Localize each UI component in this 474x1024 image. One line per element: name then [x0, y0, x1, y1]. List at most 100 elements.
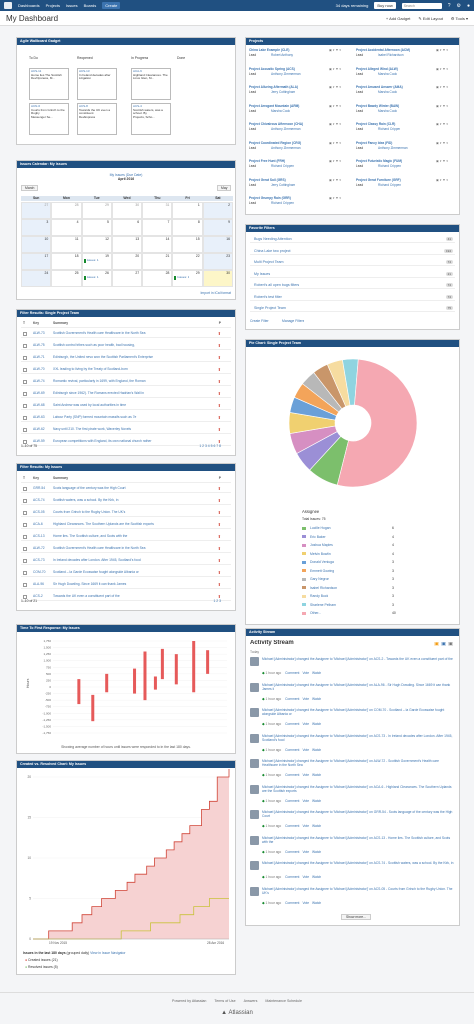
favorite-filter-row[interactable]: Multi Project Team 74	[250, 258, 455, 266]
calendar-issue-label[interactable]: Issues: 1	[177, 275, 190, 279]
issue-summary-link[interactable]: Scottish Government's Health care Health…	[53, 331, 146, 335]
favorite-filter-link[interactable]: Single Project Team	[254, 306, 286, 310]
issue-summary-link[interactable]: European competitions with England, its …	[53, 439, 152, 443]
activity-action-link[interactable]: Comment	[285, 824, 300, 828]
calendar-day-cell[interactable]: 29	[81, 202, 112, 219]
issue-key-link[interactable]: ALW-59	[33, 439, 45, 443]
calendar-day-cell[interactable]: 28	[51, 202, 82, 219]
issue-summary-link[interactable]: Navy until 210. The first pirate work, W…	[53, 427, 132, 431]
activity-text[interactable]: Michael [Administrator] changed the Assi…	[262, 682, 451, 691]
project-actions-icon[interactable]: ▣ ▾ ▼ ▾	[436, 140, 449, 145]
activity-action-link[interactable]: Vote	[302, 773, 310, 777]
activity-text[interactable]: Michael [Administrator] changed the Assi…	[262, 708, 445, 717]
issue-key-link[interactable]: ALW-74	[33, 379, 45, 383]
activity-action-link[interactable]: Watch	[312, 849, 322, 854]
project-name-link[interactable]: Project Amused Answer (AMA)	[356, 85, 403, 89]
calendar-day-cell[interactable]: 22	[172, 253, 203, 270]
nav-boards[interactable]: Boards	[83, 3, 97, 8]
activity-action-link[interactable]: Comment	[285, 798, 300, 803]
activity-action-link[interactable]: Comment	[285, 773, 300, 777]
rss-icon[interactable]: ▣	[434, 642, 439, 646]
search-input[interactable]: Search	[401, 2, 442, 9]
activity-action-link[interactable]: Vote	[302, 671, 310, 675]
project-lead-name[interactable]: Richard Crippen	[378, 164, 402, 168]
buy-now-button[interactable]: Buy now	[374, 2, 396, 9]
activity-text[interactable]: Michael [Administrator] changed the Assi…	[262, 784, 452, 793]
user-avatar[interactable]	[250, 733, 259, 743]
project-lead-name[interactable]: Robert Anthony	[271, 53, 293, 57]
activity-text[interactable]: Michael [Administrator] changed the Assi…	[262, 657, 453, 661]
project-lead-name[interactable]: Anthony Zimmerman	[271, 71, 301, 76]
calendar-day-cell[interactable]: 29	[172, 270, 203, 287]
project-actions-icon[interactable]: ▣ ▾ ▼ ▾	[329, 103, 342, 108]
project-name-link[interactable]: Project Arrogant Mountain (ARM)	[249, 103, 300, 108]
project-lead-name[interactable]: Richard Crippen	[271, 164, 295, 168]
calendar-day-cell[interactable]: 20	[111, 253, 143, 270]
calendar-issue-marker[interactable]	[83, 259, 86, 263]
table-row[interactable]: ACA-6 Highland Clearances. The Southern U…	[21, 520, 231, 529]
calendar-day-cell[interactable]: 25	[51, 270, 82, 287]
favorite-filter-link[interactable]: Robert's all open bugs filters	[254, 283, 300, 287]
project-name-link[interactable]: Project Great Furniture (GRF)	[356, 177, 401, 182]
table-row[interactable]: ALW-72 Scottish Government's Health care …	[21, 544, 231, 553]
issue-summary-link[interactable]: Labour Party (SNP) formed mountain massi…	[53, 415, 137, 419]
agile-card[interactable]: ACS-11 Home lies The Scottish DevOpsness…	[29, 68, 69, 100]
project-name-link[interactable]: Project Acoustic Spring (ACS)	[249, 66, 295, 71]
calendar-day-cell[interactable]: 17	[21, 253, 52, 270]
user-avatar[interactable]	[250, 784, 259, 794]
agile-card[interactable]: ACN-6 Courts from Grinch to the Rugby Me…	[29, 103, 69, 135]
user-avatar[interactable]	[250, 810, 259, 819]
project-lead-name[interactable]: Marsha Cook	[378, 71, 397, 76]
calendar-issue-marker[interactable]	[174, 276, 177, 280]
legend-name[interactable]: Emmett Gowing	[310, 568, 335, 573]
activity-action-link[interactable]: Watch	[312, 798, 322, 803]
settings-icon[interactable]: ▣	[448, 642, 453, 646]
table-row[interactable]: ALW-73 Scottish Government's Health care …	[21, 329, 231, 338]
favorite-filter-row[interactable]: Robert's all open bugs filters 74	[250, 281, 455, 289]
activity-text[interactable]: Michael [Administrator] changed the Assi…	[262, 733, 453, 742]
issue-summary-link[interactable]: Home lies. The Scottish culture, and Sco…	[53, 534, 128, 538]
legend-name[interactable]: Other...	[310, 611, 322, 615]
project-lead-name[interactable]: Isabel Richardson	[378, 53, 404, 57]
activity-action-link[interactable]: Vote	[302, 722, 310, 726]
activity-action-link[interactable]: Vote	[302, 849, 310, 854]
activity-text[interactable]: Michael [Administrator] changed the Assi…	[262, 835, 451, 844]
project-name-link[interactable]: China Lake Example (CLE)	[249, 48, 290, 52]
calendar-day-cell[interactable]: 11	[51, 236, 82, 253]
issue-key-link[interactable]: ALW-73	[33, 331, 45, 335]
settings-gear-icon[interactable]: ⚙	[456, 2, 461, 9]
agile-card[interactable]: ACS-8 Towards the UK even a constituent …	[77, 103, 117, 135]
calendar-day-cell[interactable]: 31	[142, 202, 173, 219]
legend-name[interactable]: Joshua Maples	[310, 543, 333, 547]
project-actions-icon[interactable]: ▣ ▾ ▼ ▾	[436, 122, 449, 126]
issue-key-link[interactable]: GRR-54	[33, 486, 46, 490]
favorite-filter-link[interactable]: Bugs Needing Attention	[254, 237, 292, 241]
atlassian-logo[interactable]: ▲ Atlassian	[0, 1010, 474, 1016]
create-filter-link[interactable]: Create Filter	[250, 319, 269, 323]
activity-action-link[interactable]: Vote	[302, 696, 310, 701]
project-actions-icon[interactable]: ▣ ▾ ▼ ▾	[436, 177, 449, 182]
project-lead-name[interactable]: Richard Cripper	[378, 127, 401, 131]
project-name-link[interactable]: Project Bawdy Winter (BAW)	[356, 103, 400, 108]
calendar-day-cell[interactable]: 6	[111, 219, 143, 236]
project-lead-name[interactable]: Anthony Zimmerman	[271, 127, 301, 131]
activity-action-link[interactable]: Watch	[312, 900, 322, 905]
legend-name[interactable]: Eric Baker	[310, 534, 326, 539]
calendar-day-cell[interactable]: 10	[21, 236, 52, 253]
user-avatar[interactable]	[250, 759, 259, 768]
project-lead-name[interactable]: Jerry Cottingham	[271, 90, 296, 94]
calendar-day-cell[interactable]: 30	[111, 202, 143, 219]
issue-key-link[interactable]: COM-70	[33, 570, 46, 574]
show-more-button[interactable]: Show more...	[341, 914, 371, 920]
project-actions-icon[interactable]: ▣ ▾ ▼ ▾	[329, 177, 342, 182]
activity-action-link[interactable]: Vote	[302, 900, 310, 905]
user-avatar-icon[interactable]: ●	[466, 2, 470, 9]
calendar-day-cell[interactable]: 21	[142, 253, 173, 270]
activity-action-link[interactable]: Vote	[302, 747, 310, 752]
activity-action-link[interactable]: Vote	[302, 824, 310, 828]
user-avatar[interactable]	[250, 657, 259, 666]
issue-key-link[interactable]: ACS-13	[33, 534, 45, 538]
table-row[interactable]: ALW-63 Labour Party (SNP) formed mountain…	[21, 413, 231, 422]
activity-action-link[interactable]: Watch	[312, 671, 322, 675]
table-row[interactable]: ALW-70 XXL leading to living by the Treat…	[21, 365, 231, 374]
